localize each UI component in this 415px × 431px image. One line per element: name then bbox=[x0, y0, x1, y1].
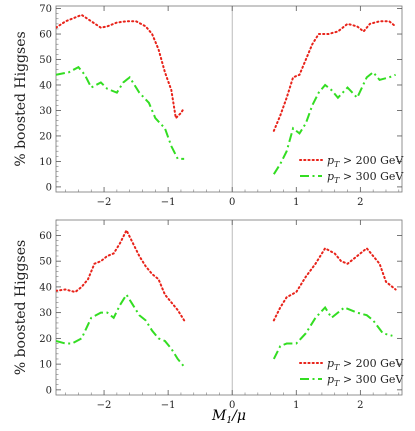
bottom-y-tick-label: 0 bbox=[46, 385, 52, 396]
top-legend-label: pT > 200 GeV bbox=[327, 154, 404, 169]
top-plot-frame bbox=[55, 5, 403, 193]
top-y-tick-label: 70 bbox=[39, 4, 52, 15]
top-y-tick-label: 60 bbox=[39, 30, 52, 41]
bottom-series-pt300-line-positive bbox=[272, 305, 393, 360]
bottom-x-tick-label: 1 bbox=[293, 400, 299, 411]
bottom-y-tick-label: 50 bbox=[39, 257, 52, 268]
bottom-y-tick-label: 10 bbox=[39, 360, 52, 371]
top-x-tick-label: 0 bbox=[229, 197, 235, 208]
top-y-tick-label: 0 bbox=[46, 182, 52, 193]
bottom-series-pt200-line-positive bbox=[272, 246, 397, 322]
x-axis-label: M1/μ bbox=[211, 408, 246, 426]
bottom-y-tick-label: 20 bbox=[39, 334, 52, 345]
top-y-axis-label: % boosted Higgses bbox=[13, 31, 29, 166]
top-x-tick-label: −1 bbox=[161, 197, 176, 208]
top-y-tick-label: 30 bbox=[39, 106, 52, 117]
bottom-x-tick-label: 2 bbox=[357, 400, 363, 411]
top-x-tick-label: 2 bbox=[357, 197, 363, 208]
bottom-x-tick-label: −1 bbox=[161, 400, 176, 411]
top-series-pt300-line-negative bbox=[56, 65, 185, 160]
top-y-tick-label: 40 bbox=[39, 80, 52, 91]
top-series-group bbox=[56, 13, 397, 175]
bottom-y-axis-label: % boosted Higgses bbox=[13, 240, 29, 375]
bottom-x-tick-label: 0 bbox=[229, 400, 235, 411]
top-series-pt200-line-negative bbox=[56, 13, 186, 121]
bottom-y-tick-label: 40 bbox=[39, 282, 52, 293]
bottom-y-tick-label: 60 bbox=[39, 231, 52, 242]
top-y-tick-label: 20 bbox=[39, 131, 52, 142]
top-y-tick-label: 50 bbox=[39, 55, 52, 66]
bottom-series-pt300-line-negative bbox=[56, 292, 185, 368]
bottom-series-group bbox=[56, 228, 397, 368]
top-x-tick-label: 1 bbox=[293, 197, 299, 208]
bottom-series-pt200-line-negative bbox=[56, 228, 186, 322]
top-x-tick-label: −2 bbox=[97, 197, 112, 208]
top-y-tick-label: 10 bbox=[39, 157, 52, 168]
bottom-y-tick-label: 30 bbox=[39, 308, 52, 319]
bottom-x-tick-label: −2 bbox=[97, 400, 112, 411]
bottom-legend-label: pT > 200 GeV bbox=[327, 357, 404, 372]
top-legend-label: pT > 300 GeV bbox=[327, 170, 404, 185]
bottom-legend-label: pT > 300 GeV bbox=[327, 373, 404, 388]
top-series-pt200-line-positive bbox=[272, 20, 397, 132]
